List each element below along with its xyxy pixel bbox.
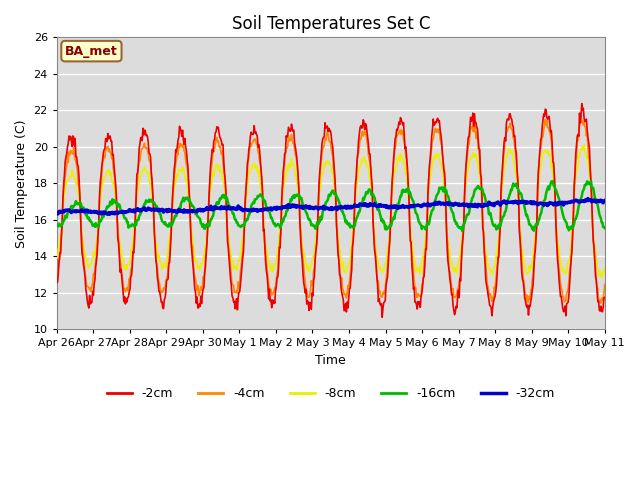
-16cm <box>601 225 609 231</box>
-16cm <box>53 223 61 229</box>
-2cm <box>398 120 406 125</box>
-16cm <box>204 221 212 227</box>
-2cm <box>119 291 127 297</box>
-8cm <box>204 225 212 231</box>
-16cm <box>413 212 421 218</box>
-8cm <box>119 255 127 261</box>
-2cm <box>204 223 212 228</box>
-16cm <box>458 228 466 234</box>
-4cm <box>204 228 212 233</box>
Y-axis label: Soil Temperature (C): Soil Temperature (C) <box>15 119 28 248</box>
Line: -32cm: -32cm <box>57 199 605 214</box>
X-axis label: Time: Time <box>316 354 346 367</box>
-16cm <box>587 178 595 184</box>
-32cm <box>414 202 422 208</box>
-4cm <box>63 164 70 169</box>
-16cm <box>63 215 70 220</box>
-4cm <box>601 282 609 288</box>
Legend: -2cm, -4cm, -8cm, -16cm, -32cm: -2cm, -4cm, -8cm, -16cm, -32cm <box>102 382 560 405</box>
-4cm <box>577 114 585 120</box>
-8cm <box>63 179 70 184</box>
-32cm <box>53 210 61 216</box>
-4cm <box>119 280 127 286</box>
-2cm <box>601 295 609 300</box>
-16cm <box>175 206 182 212</box>
Line: -2cm: -2cm <box>57 104 605 317</box>
-32cm <box>105 211 113 217</box>
Line: -8cm: -8cm <box>57 145 605 278</box>
-32cm <box>601 198 609 204</box>
Text: BA_met: BA_met <box>65 45 118 58</box>
-8cm <box>413 268 421 274</box>
-32cm <box>63 207 70 213</box>
-8cm <box>397 156 405 161</box>
-2cm <box>378 314 386 320</box>
-4cm <box>53 276 61 282</box>
-32cm <box>205 206 212 212</box>
Line: -16cm: -16cm <box>57 181 605 231</box>
-4cm <box>597 300 605 306</box>
-32cm <box>584 196 592 202</box>
-2cm <box>53 280 61 286</box>
-16cm <box>119 211 127 216</box>
-8cm <box>53 255 61 261</box>
-8cm <box>601 265 609 271</box>
-32cm <box>120 210 128 216</box>
-8cm <box>175 167 182 172</box>
-4cm <box>413 295 421 300</box>
-32cm <box>175 207 183 213</box>
-16cm <box>397 193 405 199</box>
Line: -4cm: -4cm <box>57 117 605 303</box>
-2cm <box>578 101 586 107</box>
Title: Soil Temperatures Set C: Soil Temperatures Set C <box>232 15 430 33</box>
-8cm <box>580 142 588 148</box>
-2cm <box>175 134 182 140</box>
-4cm <box>175 141 182 146</box>
-8cm <box>598 275 605 281</box>
-2cm <box>414 299 422 304</box>
-2cm <box>63 150 70 156</box>
-32cm <box>398 204 406 210</box>
-4cm <box>397 127 405 132</box>
